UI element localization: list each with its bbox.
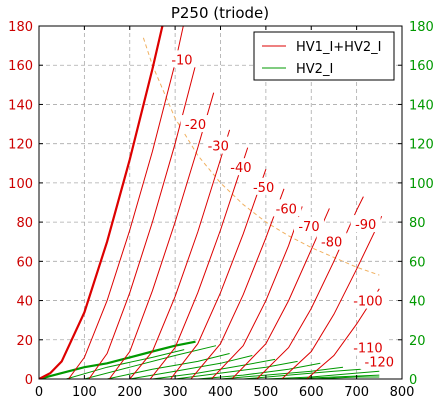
legend-label: HV2_I xyxy=(296,62,333,77)
curve-label: -60 xyxy=(276,202,297,217)
y-right-tick-label: 60 xyxy=(409,255,426,270)
y-right-tick-label: 100 xyxy=(409,177,434,192)
x-tick-label: 100 xyxy=(72,385,97,400)
y-left-tick-label: 120 xyxy=(8,138,33,153)
total-current-curve xyxy=(39,26,164,379)
curve-label: -70 xyxy=(298,220,319,235)
curve-label-bg xyxy=(348,291,387,309)
curve-label-bg xyxy=(166,50,197,68)
curve-label-bg xyxy=(271,199,302,217)
curve-label-bg xyxy=(348,338,387,356)
curve-label-bg xyxy=(350,215,381,233)
x-tick-label: 400 xyxy=(208,385,233,400)
curve-label: -90 xyxy=(355,218,376,233)
total-current-curve xyxy=(211,206,303,379)
curve-label-bg xyxy=(203,136,234,154)
total-current-curve xyxy=(88,65,196,379)
legend-label: HV1_I+HV2_I xyxy=(296,40,381,55)
legend: HV1_I+HV2_I HV2_I xyxy=(253,31,395,81)
y-left-tick-label: 100 xyxy=(8,177,33,192)
x-tick-label: 600 xyxy=(299,385,324,400)
y-left-tick-label: 180 xyxy=(8,20,33,35)
y-right-tick-label: 0 xyxy=(409,373,417,388)
curve-label: -50 xyxy=(253,181,274,196)
total-current-curve xyxy=(256,196,364,379)
curve-label-bg xyxy=(248,177,279,195)
x-tick-label: 0 xyxy=(35,385,43,400)
y-right-tick-label: 20 xyxy=(409,334,426,349)
y-right-tick-label: 40 xyxy=(409,295,426,310)
hv2-curve xyxy=(84,345,217,379)
total-current-curve xyxy=(68,26,184,379)
curve-label: -40 xyxy=(230,161,251,176)
curve-label: -30 xyxy=(208,140,229,155)
x-tick-label: 700 xyxy=(344,385,369,400)
hv2-curve xyxy=(66,349,185,379)
curve-label: -80 xyxy=(321,236,342,251)
y-left-tick-label: 60 xyxy=(16,255,33,270)
hv2-curve xyxy=(175,360,298,379)
total-current-curve xyxy=(190,188,285,379)
curve-label-bg xyxy=(293,217,324,235)
y-right-tick-label: 180 xyxy=(409,20,434,35)
x-tick-label: 300 xyxy=(163,385,188,400)
hv2-curve xyxy=(265,370,380,379)
max-dissipation-line xyxy=(142,37,380,276)
curve-label: -100 xyxy=(353,295,383,310)
curve-label: -120 xyxy=(365,355,395,370)
max-dissipation-curve xyxy=(142,37,380,276)
axis-ticks: 0 100 200 300 400 500 600 700 800020406080100120… xyxy=(8,20,434,400)
y-right-tick-label: 140 xyxy=(409,98,434,113)
y-left-tick-label: 140 xyxy=(8,98,33,113)
curve-label-bg xyxy=(180,115,211,133)
x-tick-label: 800 xyxy=(390,385,415,400)
x-tick-label: 200 xyxy=(117,385,142,400)
y-right-tick-label: 80 xyxy=(409,216,426,231)
hv2-curve xyxy=(288,374,380,379)
curve-label: -10 xyxy=(171,53,192,68)
total-current-curve xyxy=(108,92,215,379)
y-left-tick-label: 0 xyxy=(25,373,33,388)
legend-box xyxy=(253,31,395,81)
y-left-tick-label: 80 xyxy=(16,216,33,231)
curve-labels: -10-20-30-40-50-60-70-80-90-100-110-120 xyxy=(166,50,399,370)
curve-label-bg xyxy=(360,352,399,370)
y-left-tick-label: 40 xyxy=(16,295,33,310)
y-right-tick-label: 120 xyxy=(409,138,434,153)
curve-label-bg xyxy=(316,232,347,250)
total-current-curve xyxy=(129,129,231,379)
curve-label-bg xyxy=(225,158,256,176)
y-right-tick-label: 160 xyxy=(409,59,434,74)
x-tick-label: 500 xyxy=(253,385,278,400)
total-current-curve xyxy=(149,147,249,379)
y-left-tick-label: 20 xyxy=(16,334,33,349)
hv2-curve xyxy=(106,353,230,379)
hv2-curve xyxy=(129,355,253,379)
total-current-curve xyxy=(170,169,267,379)
chart-title: P250 (triode) xyxy=(171,4,269,22)
total-current-curves xyxy=(39,26,383,379)
hv2-curve xyxy=(39,340,196,379)
curve-label: -20 xyxy=(185,118,206,133)
y-left-tick-label: 160 xyxy=(8,59,33,74)
